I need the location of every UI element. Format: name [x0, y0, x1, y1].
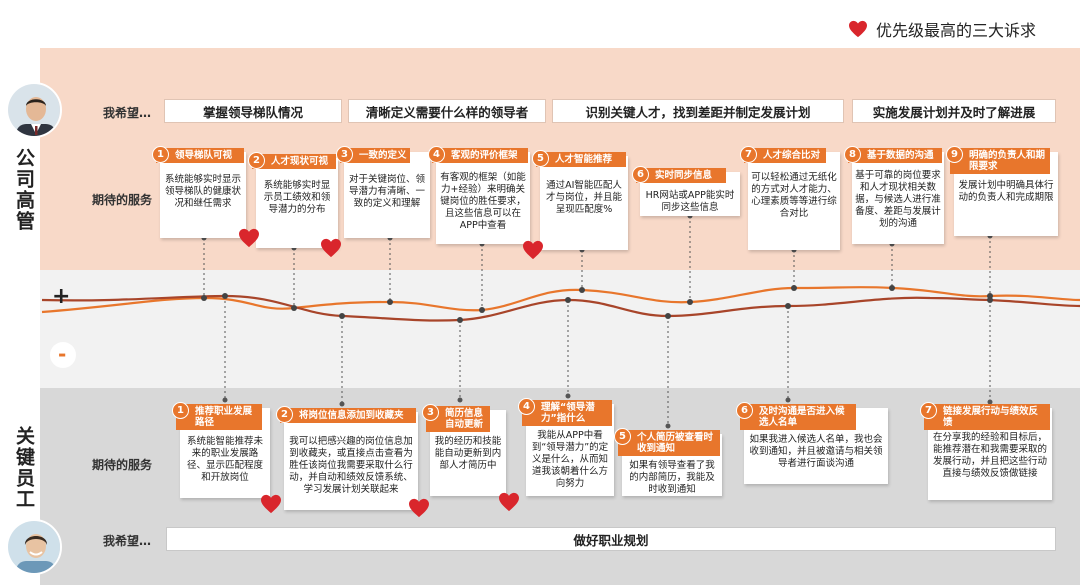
exec-card-9-title: 明确的负责人和期限要求 [950, 148, 1050, 174]
curve-points [201, 285, 993, 323]
exec-card-3-title: 一致的定义 [340, 148, 410, 163]
exec-card-9-number: 9 [946, 146, 963, 163]
exec-card-7-number: 7 [740, 146, 757, 163]
exec-card-4: 客观的评价框架 4 有客观的框架（如能力+经验）来明确关键岗位的胜任要求，且这些… [428, 146, 530, 244]
executive-avatar [6, 82, 62, 138]
hope-box-2: 清晰定义需要什么样的领导者 [348, 99, 546, 123]
employee-card-7-body: 在分享我的经验和目标后，能推荐潜在和我需要采取的发展行动，并且把这些行动直接与绩… [932, 432, 1047, 479]
employee-card-2-body: 我可以把感兴趣的岗位信息加到收藏夹，或直接点击查看为胜任该岗位我需要采取什么行动… [289, 436, 413, 495]
employee-card-1-body: 系统能智能推荐未来的职业发展路径、显示匹配程度和开放岗位 [186, 436, 263, 483]
heart-icon [523, 240, 543, 260]
exec-card-4-title: 客观的评价框架 [432, 148, 528, 163]
employee-card-7-title: 链接发展行动与绩效反馈 [924, 404, 1050, 430]
employee-card-5: 个人简历被查看时收到通知 5 如果有领导查看了我的内部简历，我能及时收到通知 [614, 428, 722, 496]
exec-card-5-body: 通过AI智能匹配人才与岗位，并且能呈现匹配度% [545, 180, 622, 215]
bottom-hope-label: 我希望… [103, 534, 152, 548]
bottom-service-label: 期待的服务 [92, 458, 153, 472]
exec-card-1: 领导梯队可视 1 系统能够实时显示领导梯队的健康状况和继任需求 [152, 146, 246, 238]
exec-card-2-title: 人才现状可视 [252, 154, 336, 169]
exec-card-3-body: 对于关键岗位、领导潜力有清晰、一致的定义和理解 [348, 174, 425, 209]
employee-card-4-body: 我能从APP中看到“领导潜力”的定义是什么，从而知道我该朝着什么方向努力 [531, 430, 609, 489]
exec-card-3: 一致的定义 3 对于关键岗位、领导潜力有清晰、一致的定义和理解 [336, 146, 430, 238]
employee-avatar [6, 519, 62, 575]
heart-icon [499, 492, 519, 512]
bottom-hope-box: 做好职业规划 [166, 527, 1056, 551]
exec-card-8: 基于数据的沟通 8 基于可靠的岗位要求和人才现状相关数据，与候选人进行准备度、差… [844, 146, 944, 244]
hope-box-1: 掌握领导梯队情况 [164, 99, 342, 123]
heart-icon [321, 238, 341, 258]
exec-card-2-number: 2 [248, 152, 265, 169]
exec-card-8-body: 基于可靠的岗位要求和人才现状相关数据，与候选人进行准备度、差距与发展计划的沟通 [855, 170, 941, 229]
exec-card-7-body: 可以轻松通过无纸化的方式对人才能力、心理素质等等进行综合对比 [751, 172, 837, 219]
employee-card-4-title: 理解“领导潜力”指什么 [522, 400, 612, 426]
employee-card-5-number: 5 [614, 428, 631, 445]
employee-card-1-number: 1 [172, 402, 189, 419]
employee-card-3: 简历信息自动更新 3 我的经历和技能能自动更新到内部人才简历中 [422, 404, 506, 496]
employee-card-7: 链接发展行动与绩效反馈 7 在分享我的经验和目标后，能推荐潜在和我需要采取的发展… [920, 402, 1052, 500]
exec-card-2: 人才现状可视 2 系统能够实时显示员工绩效和领导潜力的分布 [248, 152, 338, 248]
exec-card-5: 人才智能推荐 5 通过AI智能匹配人才与岗位，并且能呈现匹配度% [532, 150, 628, 250]
exec-card-1-body: 系统能够实时显示领导梯队的健康状况和继任需求 [164, 174, 241, 209]
exec-card-3-number: 3 [336, 146, 353, 163]
heart-icon [849, 20, 867, 38]
exec-card-5-number: 5 [532, 150, 549, 167]
negative-sign-badge [50, 342, 76, 368]
employee-card-7-number: 7 [920, 402, 937, 419]
heart-icon [261, 494, 281, 514]
executive-side-label: 公司高管 [13, 148, 35, 232]
employee-curve [41, 294, 1080, 322]
exec-card-9-body: 发展计划中明确具体行动的负责人和完成期限 [958, 180, 1054, 203]
heart-icon [239, 228, 259, 248]
heart-icon [409, 498, 429, 518]
exec-card-7: 人才综合比对 7 可以轻松通过无纸化的方式对人才能力、心理素质等等进行综合对比 [740, 146, 840, 250]
hope-box-3: 识别关键人才，找到差距并制定发展计划 [552, 99, 844, 123]
legend: 优先级最高的三大诉求 [848, 14, 1036, 44]
legend-label: 优先级最高的三大诉求 [876, 21, 1037, 40]
exec-card-6-title: 实时同步信息 [636, 168, 726, 183]
employee-card-6-number: 6 [736, 402, 753, 419]
employee-card-1-title: 推荐职业发展路径 [176, 404, 262, 430]
employee-card-2-title: 将岗位信息添加到收藏夹 [280, 408, 416, 423]
employee-card-3-number: 3 [422, 404, 439, 421]
employee-card-3-body: 我的经历和技能能自动更新到内部人才简历中 [434, 436, 502, 471]
exec-card-1-title: 领导梯队可视 [156, 148, 244, 163]
employee-card-6-body: 如果我进入候选人名单，我也会收到通知，并且被邀请与相关领导者进行面谈沟通 [749, 434, 883, 469]
employee-card-5-body: 如果有领导查看了我的内部简历，我能及时收到通知 [629, 460, 715, 495]
top-hope-label: 我希望… [103, 106, 152, 120]
positive-sign: + [52, 284, 71, 309]
negative-sign: - [58, 342, 67, 366]
employee-card-5-title: 个人简历被查看时收到通知 [618, 430, 720, 456]
employee-card-1: 推荐职业发展路径 1 系统能智能推荐未来的职业发展路径、显示匹配程度和开放岗位 [172, 402, 270, 498]
connector-lines [203, 216, 991, 426]
exec-card-6: 实时同步信息 6 HR网站或APP能实时同步这些信息 [632, 166, 740, 216]
exec-card-8-title: 基于数据的沟通 [848, 148, 942, 163]
employee-card-4-number: 4 [518, 398, 535, 415]
employee-side-label: 关键员工 [13, 426, 35, 510]
exec-card-6-body: HR网站或APP能实时同步这些信息 [645, 190, 735, 213]
exec-card-2-body: 系统能够实时显示员工绩效和领导潜力的分布 [263, 180, 331, 215]
employee-card-2-number: 2 [276, 406, 293, 423]
top-service-label: 期待的服务 [92, 193, 153, 207]
exec-card-7-title: 人才综合比对 [744, 148, 826, 163]
exec-card-6-number: 6 [632, 166, 649, 183]
exec-card-5-title: 人才智能推荐 [536, 152, 626, 167]
employee-card-6-title: 及时沟通是否进入候选人名单 [740, 404, 856, 430]
exec-card-4-number: 4 [428, 146, 445, 163]
exec-card-8-number: 8 [844, 146, 861, 163]
employee-card-4: 理解“领导潜力”指什么 4 我能从APP中看到“领导潜力”的定义是什么，从而知道… [518, 398, 614, 496]
exec-card-4-body: 有客观的框架（如能力+经验）来明确关键岗位的胜任要求，且这些信息可以在APP中查… [440, 172, 526, 231]
employee-card-2: 将岗位信息添加到收藏夹 2 我可以把感兴趣的岗位信息加到收藏夹，或直接点击查看为… [276, 406, 418, 510]
exec-card-9: 明确的负责人和期限要求 9 发展计划中明确具体行动的负责人和完成期限 [946, 146, 1058, 236]
exec-card-1-number: 1 [152, 146, 169, 163]
employee-card-6: 及时沟通是否进入候选人名单 6 如果我进入候选人名单，我也会收到通知，并且被邀请… [736, 402, 888, 484]
hope-box-4: 实施发展计划并及时了解进展 [852, 99, 1056, 123]
